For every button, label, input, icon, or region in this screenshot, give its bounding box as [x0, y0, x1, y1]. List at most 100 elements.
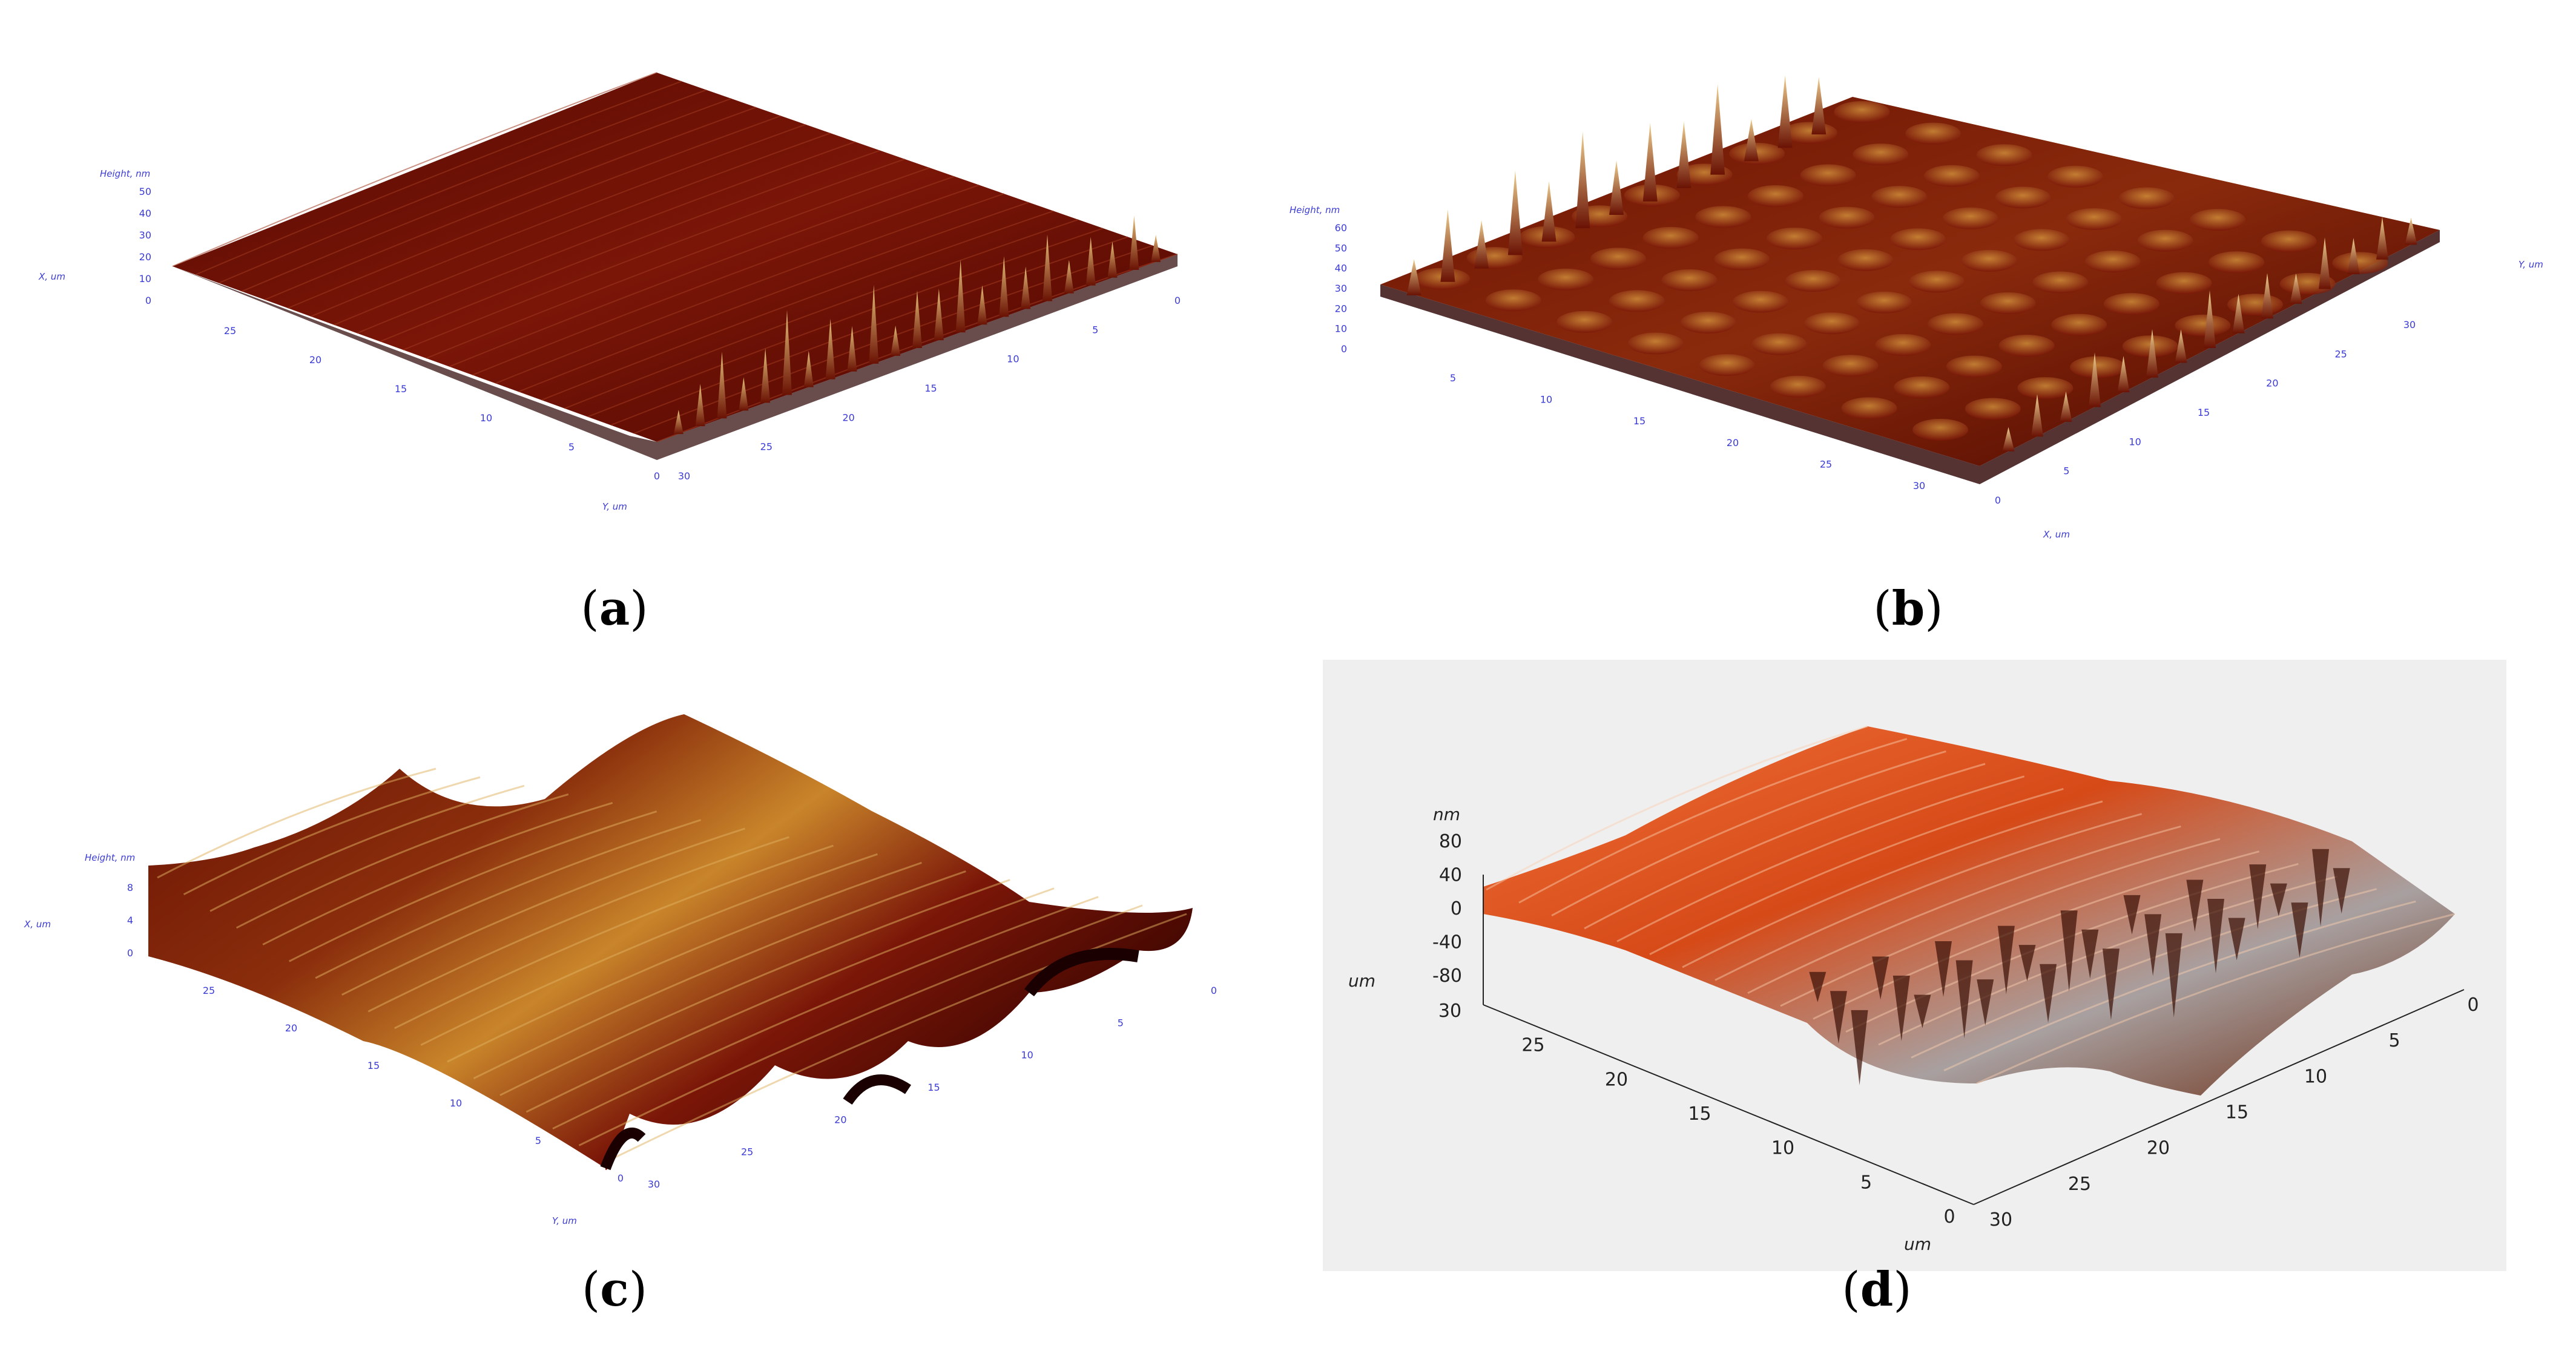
bump-b [2118, 187, 2175, 209]
spike-a [1064, 260, 1074, 294]
spike-b [1575, 131, 1590, 229]
spike-a [891, 325, 901, 356]
ridge-c [315, 819, 702, 979]
spike-b [2290, 273, 2302, 304]
z-tick-label-a: 0 [145, 295, 151, 306]
left-tick-label-d: 0 [1943, 1206, 1955, 1227]
spike-b [1507, 170, 1523, 255]
spike-d [1892, 975, 1910, 1041]
right-tick-label-a: 30 [678, 470, 690, 482]
bump-b [1804, 312, 1860, 335]
bump-b [1590, 248, 1647, 270]
spike-d [2040, 964, 2057, 1023]
caption-a: (a) [581, 581, 648, 636]
right-tick-label-a: 0 [1174, 295, 1181, 306]
ridge-a [633, 245, 1153, 435]
ridge-d [1715, 813, 2143, 981]
bump-b [1751, 333, 1808, 355]
left-tick-label-a: 20 [309, 354, 321, 366]
bump-b [2066, 208, 2123, 230]
y-axis-label-c: Y, um [552, 1215, 577, 1226]
spike-d [2228, 918, 2245, 961]
spike-a [1043, 234, 1052, 301]
spike-d [2291, 902, 2308, 958]
left-tick-label-b: 5 [1450, 372, 1456, 384]
spike-d [1809, 971, 1827, 1002]
spike-b [1710, 84, 1725, 175]
ridge-c [183, 776, 481, 895]
right-tick-label-d: 0 [2467, 994, 2479, 1016]
right-tick-label-b: 10 [2129, 436, 2141, 447]
bump-b [1699, 354, 1755, 376]
bump-b [1819, 206, 1875, 229]
ridge-a [518, 202, 1029, 393]
bump-b [1714, 248, 1770, 271]
spike-a [869, 284, 879, 364]
z-axis-label-b: Height, nm [1290, 205, 1340, 215]
spike-b [2146, 329, 2158, 378]
bump-b [1853, 143, 1909, 166]
ridge-d [1616, 775, 2025, 942]
ridge-a [495, 193, 1004, 384]
right-tick-label-c: 0 [1211, 985, 1217, 996]
x-axis-label-c: X, um [24, 919, 51, 930]
spike-d [1935, 941, 1952, 997]
spike-d [2249, 864, 2267, 930]
surface-a [172, 72, 1178, 460]
left-tick-label-d: 10 [1771, 1138, 1794, 1159]
x-axis-label-b: X, um [2043, 529, 2070, 540]
spike-d [2312, 849, 2330, 927]
ridge-a [472, 184, 980, 376]
bump-b [1965, 398, 2021, 420]
bump-b [1609, 290, 1665, 312]
right-tick-label-c: 10 [1021, 1050, 1033, 1061]
surface-c [148, 714, 1193, 1171]
ridge-c [605, 913, 1187, 1163]
left-tick-label-d: 15 [1688, 1103, 1711, 1125]
bump-b [1834, 101, 1890, 123]
surface-plot-c: Height, nm 8 4 0 X, um Y, um 25 20 15 10 5 0 30… [24, 714, 1217, 1226]
spike-b [1440, 209, 1455, 282]
spike-b [1406, 258, 1421, 295]
panel-d: nm 80 40 0 -40 -80 um um 30 25 20 15 10 5 0 30 25 20… [1323, 660, 2506, 1271]
left-tick-label-a: 15 [395, 383, 407, 395]
ridge-d [1878, 875, 2338, 1046]
left-tick-label-c: 15 [367, 1060, 380, 1071]
right-tick-label-a: 20 [842, 412, 854, 423]
y-axis-label-b: Y, um [2518, 259, 2543, 270]
ridge-a [334, 133, 831, 326]
bump-b [1905, 122, 1962, 145]
bump-b [2084, 251, 2141, 273]
spike-d [2123, 895, 2141, 935]
spike-b [2060, 391, 2072, 422]
left-tick-label-a: 0 [654, 470, 660, 482]
ridge-c [288, 810, 657, 962]
bump-b [1980, 292, 2036, 314]
right-tick-label-b: 15 [2198, 407, 2210, 418]
spike-b [2089, 352, 2101, 407]
bump-b [1770, 375, 1826, 398]
spike-a [1021, 266, 1031, 309]
left-tick-label-c: 10 [450, 1097, 462, 1109]
bump-b [2261, 230, 2317, 252]
bump-b [1733, 291, 1789, 313]
ridge-d [1976, 913, 2456, 1085]
spike-b [1777, 75, 1793, 148]
ridge-c [499, 879, 1010, 1096]
spike-d [1872, 956, 1889, 1000]
ridge-a [610, 236, 1128, 426]
bump-b [2332, 252, 2388, 274]
bump-b [2032, 271, 2089, 294]
ridge-d [1518, 738, 1908, 904]
axis-labels-d: nm 80 40 0 -40 -80 um um 30 25 20 15 10 5 0 30 25 20… [1348, 804, 2479, 1254]
spike-a [695, 384, 705, 427]
right-tick-label-b: 30 [2403, 319, 2416, 330]
right-tick-label-d: 5 [2388, 1030, 2400, 1051]
bump-b [1538, 268, 1594, 291]
bump-b [1837, 249, 1894, 271]
bump-b [2051, 314, 2107, 336]
ridge-d [1551, 750, 1946, 916]
spike-d [2144, 914, 2162, 976]
bump-b [1976, 144, 2032, 166]
left-tick-label-b: 25 [1820, 458, 1832, 470]
